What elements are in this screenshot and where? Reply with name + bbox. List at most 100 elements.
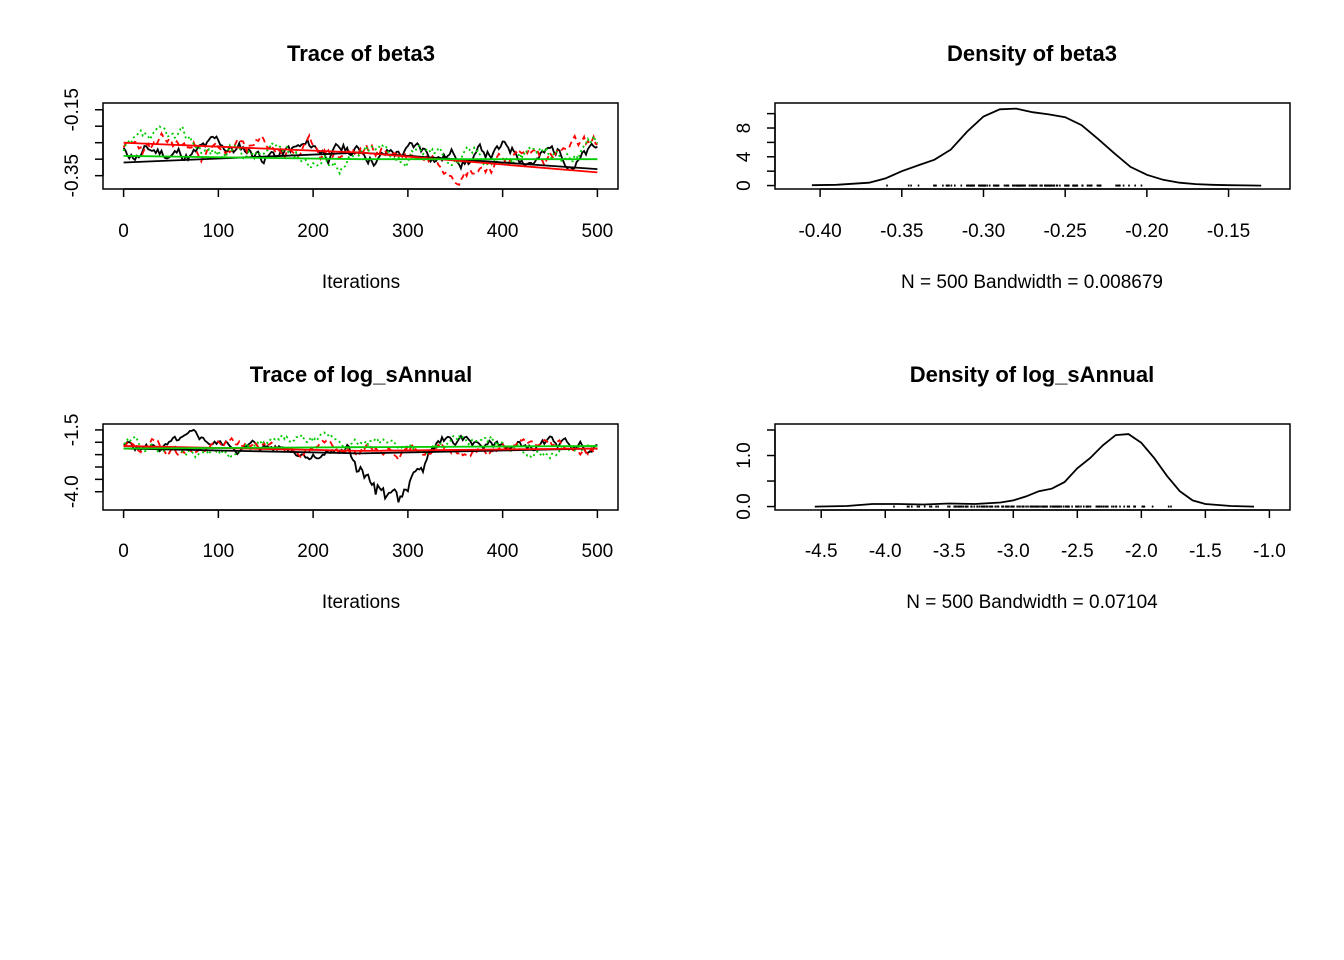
x-tick-label: -1.0 [1253,541,1286,562]
rug-mark [962,505,965,508]
rug-mark [980,184,982,187]
rug-mark [1075,505,1077,508]
rug-mark [1089,184,1091,187]
rug-mark [1024,184,1026,187]
rug-mark [978,184,980,187]
x-tick-label: 300 [392,221,424,242]
rug-mark [910,184,912,187]
x-tick-label: -2.0 [1125,541,1158,562]
rug-mark [1013,184,1016,187]
rug-mark [1057,505,1059,508]
panel-density-beta3: Density of beta3 N = 500 Bandwidth = 0.00… [734,41,1291,293]
rug-mark [1029,505,1032,508]
rug-mark [1064,184,1067,187]
rug-mark [1066,184,1069,187]
plot-frame [774,102,1291,190]
rug-mark [1097,184,1100,187]
rug-mark [1039,184,1041,187]
trace-series-2 [123,431,598,461]
rug-mark [1111,505,1113,508]
rug-mark [1006,184,1009,187]
plot-frame [102,102,619,190]
rug-mark [1041,505,1044,508]
rug-mark [1086,184,1089,187]
rug-mark [918,505,921,508]
rug-mark [1095,505,1098,508]
rug-mark [1065,505,1067,508]
rug-mark [1005,184,1007,187]
rug-mark [1122,184,1125,187]
rug-mark [1076,505,1078,508]
y-tick-label: 8 [734,123,755,134]
x-tick-label: 400 [487,221,519,242]
rug-mark [908,505,910,508]
rug-mark [1035,184,1038,187]
rug-mark [1038,505,1040,508]
rug-mark [1081,184,1084,187]
rug-mark [1006,505,1009,508]
x-tick-label: -2.5 [1061,541,1094,562]
rug-mark [1045,184,1048,187]
rug-mark [1073,184,1075,187]
rug-mark [893,505,895,508]
rug-mark [970,184,972,187]
rug-mark [1016,184,1018,187]
x-axis-label: Iterations [322,272,400,293]
rug-mark [977,505,979,508]
rug-mark [917,184,920,187]
rug-mark [1019,184,1022,187]
rug-mark [1053,505,1055,508]
rug-mark [1010,505,1012,508]
rug-mark [954,184,956,187]
rug-mark [1044,184,1046,187]
x-tick-label: 100 [203,541,235,562]
rug-mark [1141,505,1144,508]
y-tick-label: -1.5 [62,414,83,447]
density-curve [811,107,1262,187]
rug-mark [906,505,909,508]
rug-mark [1018,505,1020,508]
x-tick-label: 0 [118,541,129,562]
rug-mark [982,505,984,508]
rug-mark [1012,505,1014,508]
rug-mark [996,184,999,187]
rug-mark [990,505,992,508]
rug-mark [1019,505,1021,508]
x-axis-label: Iterations [322,592,400,613]
rug-mark [934,184,936,187]
panel-density-log-sannual: Density of log_sAnnual N = 500 Bandwidth … [734,362,1291,613]
trace-series-0 [123,428,598,503]
x-tick-label: -0.40 [798,221,841,242]
rug-mark [1023,505,1025,508]
rug-mark [1059,184,1061,187]
rug-mark [987,505,989,508]
x-tick-label: 200 [297,541,329,562]
y-tick-label: -4.0 [62,475,83,508]
rug-mark [1102,505,1104,508]
rug-mark [1066,505,1068,508]
rug-mark [984,184,987,187]
rug-mark [1112,505,1115,508]
rug-mark [948,505,951,508]
rug-mark [973,505,976,508]
x-tick-label: 200 [297,221,329,242]
rug-mark [1115,505,1118,508]
x-tick-label: -0.20 [1125,221,1168,242]
x-tick-label: -4.5 [805,541,838,562]
rug-mark [991,505,993,508]
rug-mark [981,505,983,508]
x-tick-label: 400 [487,541,519,562]
rug-mark [1126,505,1129,508]
rug-mark [958,505,961,508]
rug-mark [1142,505,1145,508]
x-tick-label: -3.5 [933,541,966,562]
x-tick-label: 500 [582,541,614,562]
rug-mark [907,184,910,187]
x-axis-label: N = 500 Bandwidth = 0.008679 [901,272,1163,293]
rug-mark [1011,505,1013,508]
rug-mark [1062,505,1065,508]
rug-mark [1086,505,1089,508]
rug-mark [1003,184,1006,187]
rug-mark [933,184,935,187]
